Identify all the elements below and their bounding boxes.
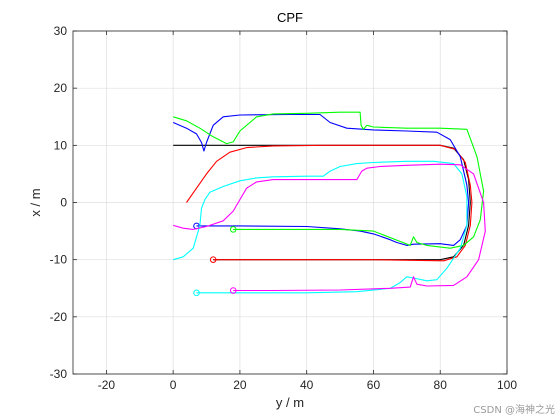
y-tick-label: 10: [54, 138, 68, 152]
y-tick-label: 30: [54, 24, 68, 38]
y-tick-label: 20: [54, 81, 68, 95]
series-line-5: [173, 160, 468, 294]
series-start-marker-2: [209, 256, 217, 263]
ticks: -20 0 20 40 60 80 100 -30 -20 -10 0 10 20 30: [50, 24, 518, 392]
watermark: CSDN @海神之光: [473, 403, 555, 416]
series-group: [172, 111, 486, 297]
x-tick-label: 0: [170, 378, 177, 392]
x-tick-label: 80: [434, 378, 448, 392]
y-tick-label: -10: [50, 253, 68, 267]
series-line-3: [172, 113, 470, 246]
x-axis-label: y / m: [276, 395, 304, 410]
series-line-6: [173, 163, 486, 292]
series-start-marker-6: [229, 287, 237, 294]
x-tick-label: -20: [98, 378, 116, 392]
x-tick-label: 60: [367, 378, 381, 392]
y-axis-label: x / m: [28, 188, 43, 216]
x-tick-label: 40: [300, 378, 314, 392]
y-tick-label: -20: [50, 310, 68, 324]
series-start-marker-4: [229, 226, 237, 233]
y-tick-label: 0: [60, 196, 67, 210]
chart-title: CPF: [277, 10, 303, 25]
x-tick-label: 20: [233, 378, 247, 392]
x-tick-label: 100: [497, 378, 517, 392]
series-line-4: [173, 111, 485, 249]
series-start-marker-5: [193, 289, 200, 297]
y-tick-label: -30: [50, 367, 68, 381]
